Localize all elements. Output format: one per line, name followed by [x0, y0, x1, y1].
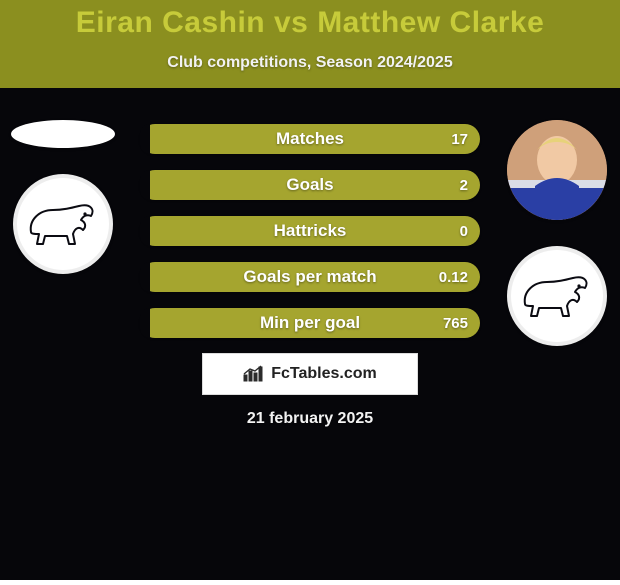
stat-bar: Hattricks 0	[140, 216, 480, 246]
page-title: Eiran Cashin vs Matthew Clarke	[0, 6, 620, 40]
subtitle: Club competitions, Season 2024/2025	[0, 54, 620, 72]
stat-bar: Goals per match 0.12	[140, 262, 480, 292]
bar-left-cap	[140, 170, 150, 200]
brand-text: FcTables.com	[271, 365, 377, 383]
player-photo-icon	[507, 120, 607, 220]
title-vs: vs	[274, 6, 308, 39]
title-player2: Matthew Clarke	[317, 6, 544, 39]
stat-bar: Min per goal 765	[140, 308, 480, 338]
player1-avatars	[8, 120, 118, 274]
bar-value-right: 17	[451, 131, 468, 148]
bar-left-cap	[140, 262, 150, 292]
brand-box: FcTables.com	[202, 353, 418, 395]
date: 21 february 2025	[247, 410, 373, 428]
bar-left-cap	[140, 124, 150, 154]
bar-left-cap	[140, 308, 150, 338]
title-player1: Eiran Cashin	[76, 6, 265, 39]
player2-club-logo	[507, 246, 607, 346]
player2-avatars	[502, 120, 612, 346]
bar-left-cap	[140, 216, 150, 246]
bar-value-right: 0	[460, 223, 468, 240]
bars-chart-icon	[243, 365, 265, 383]
stat-bar: Matches 17	[140, 124, 480, 154]
ram-icon	[519, 272, 595, 320]
bar-value-right: 0.12	[439, 269, 468, 286]
bar-label: Min per goal	[260, 313, 360, 333]
bar-label: Matches	[276, 129, 344, 149]
player1-photo-placeholder	[11, 120, 115, 148]
bar-label: Hattricks	[274, 221, 347, 241]
bar-label: Goals	[286, 175, 333, 195]
infographic: Eiran Cashin vs Matthew Clarke Club comp…	[0, 0, 620, 580]
ram-icon	[25, 200, 101, 248]
bar-value-right: 765	[443, 315, 468, 332]
player2-photo	[507, 120, 607, 220]
bar-label: Goals per match	[243, 267, 376, 287]
player1-club-logo	[13, 174, 113, 274]
stat-bars: Matches 17 Goals 2 Hattricks 0 Goals per match…	[140, 124, 480, 338]
stat-bar: Goals 2	[140, 170, 480, 200]
bar-value-right: 2	[460, 177, 468, 194]
